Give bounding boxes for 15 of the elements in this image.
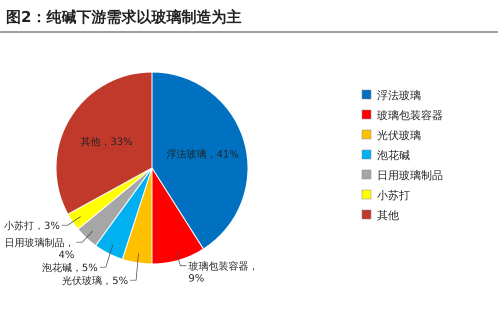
data-label: 日用玻璃制品，4% [4,237,74,262]
data-label: 小苏打，3% [4,220,60,232]
legend-label: 光伏玻璃 [377,129,421,142]
data-label: 光伏玻璃，5% [62,275,128,288]
legend-label: 玻璃包装容器 [377,109,443,122]
chart-title: 图2：纯碱下游需求以玻璃制造为主 [6,8,242,26]
legend-label: 其他 [377,209,399,222]
legend-label: 日用玻璃制品 [377,169,443,182]
data-label: 浮法玻璃，41% [166,148,239,160]
legend-label: 泡花碱 [377,149,410,162]
data-label: 泡花碱，5% [42,262,98,274]
data-label: 玻璃包装容器，9% [188,260,258,285]
legend-label: 小苏打 [377,189,410,202]
data-label: 其他，33% [80,136,133,148]
legend-label: 浮法玻璃 [377,89,421,102]
